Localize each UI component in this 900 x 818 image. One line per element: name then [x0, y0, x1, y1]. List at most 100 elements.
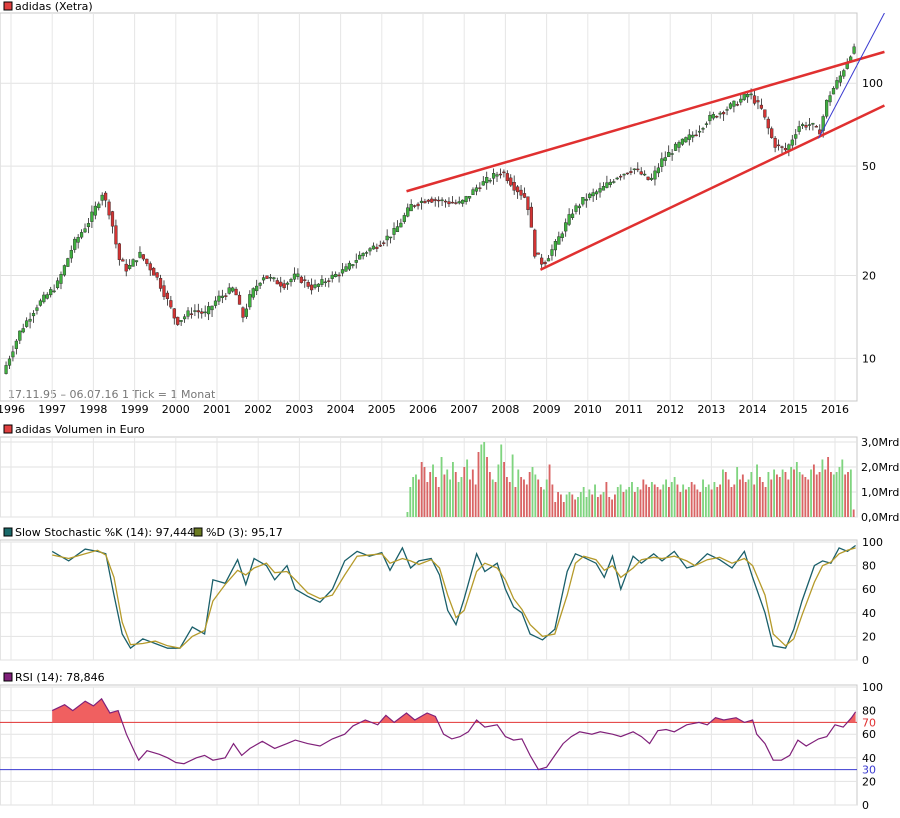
candle-body: [117, 243, 121, 260]
volume-bar: [778, 477, 781, 517]
volume-bar: [679, 492, 682, 517]
candle-body: [258, 282, 262, 286]
volume-panel: adidas Volumen in Euro 0,0Mrd 1,0Mrd 2,0Mr…: [0, 423, 899, 524]
candle-body: [629, 171, 633, 173]
volume-bar: [508, 482, 511, 517]
candle-body: [790, 139, 794, 146]
volume-bar: [739, 479, 741, 517]
candle-body: [485, 177, 489, 184]
candle-body: [402, 215, 406, 222]
price-y-tick: 20: [862, 270, 876, 283]
candle-body: [615, 177, 619, 180]
candle-body: [474, 187, 479, 192]
volume-bar: [417, 479, 420, 517]
candle-body: [440, 199, 444, 202]
candle-body: [320, 279, 324, 285]
volume-bar: [505, 477, 508, 517]
candle-body: [193, 310, 197, 312]
candle-body: [546, 258, 551, 262]
candle-body: [176, 316, 180, 325]
volume-bar: [832, 474, 835, 517]
candle-body: [680, 138, 685, 145]
candle-body: [828, 95, 832, 103]
candle-body: [766, 118, 770, 129]
rsi-title: RSI (14): 78,846: [15, 671, 105, 684]
volume-bar: [668, 487, 670, 517]
candle-body: [251, 288, 255, 298]
candle-body: [656, 167, 660, 174]
candle-body: [7, 358, 12, 366]
volume-bar: [574, 499, 577, 517]
volume-bar: [810, 469, 812, 517]
volume-bar: [608, 497, 611, 517]
candle-body: [811, 122, 815, 125]
volume-bar: [594, 484, 596, 517]
volume-bar: [807, 479, 810, 517]
volume-bar: [793, 469, 795, 517]
candle-body: [334, 273, 338, 278]
candle-body: [660, 158, 664, 167]
candle-body: [536, 252, 540, 255]
candle-body: [31, 313, 36, 317]
volume-bar: [758, 477, 761, 517]
volume-bar: [773, 469, 776, 517]
candle-body: [261, 277, 266, 281]
volume-bar: [602, 492, 605, 517]
candle-body: [347, 262, 351, 270]
candle-body: [124, 263, 128, 272]
candle-body: [310, 284, 314, 291]
rsi-y-tick: 40: [862, 752, 876, 765]
volume-bar: [426, 482, 429, 517]
price-legend-swatch: [3, 1, 13, 11]
candle-body: [522, 193, 527, 198]
candle-body: [426, 199, 430, 202]
volume-bar: [631, 482, 633, 517]
candle-body: [189, 313, 194, 315]
candle-body: [248, 294, 252, 308]
candle-body: [711, 114, 715, 119]
volume-bar: [648, 487, 650, 517]
volume-bar: [511, 454, 514, 517]
volume-y-tick: 0,0Mrd: [861, 511, 899, 524]
candle-body: [516, 186, 520, 193]
candle-body: [152, 267, 156, 276]
volume-bar: [761, 482, 764, 517]
candle-body: [4, 365, 8, 374]
volume-bar: [577, 497, 579, 517]
candle-body: [364, 252, 369, 254]
year-tick: 2000: [162, 403, 190, 416]
candle-body: [59, 274, 63, 284]
candle-body: [529, 206, 533, 228]
volume-bar: [565, 494, 568, 517]
candle-body: [375, 246, 379, 249]
volume-bar: [517, 469, 520, 517]
candle-body: [231, 287, 235, 292]
volume-bar: [477, 452, 480, 517]
candle-body: [213, 300, 218, 306]
volume-bar: [557, 492, 560, 517]
volume-title: adidas Volumen in Euro: [15, 423, 145, 436]
candle-body: [224, 295, 228, 297]
candle-body: [735, 104, 739, 106]
volume-bar: [645, 484, 648, 517]
candle-body: [73, 238, 77, 250]
volume-bar: [500, 444, 503, 517]
candle-body: [584, 198, 588, 201]
volume-bar: [801, 474, 804, 517]
candle-body: [495, 174, 499, 177]
volume-bar: [451, 462, 454, 517]
candle-body: [619, 175, 623, 178]
candle-body: [100, 194, 104, 201]
candle-body: [399, 222, 403, 228]
volume-bar: [719, 484, 722, 517]
candle-body: [200, 311, 204, 314]
candle-body: [670, 153, 674, 155]
candle-body: [234, 288, 238, 296]
volume-bar: [554, 502, 557, 517]
volume-bar: [562, 502, 565, 517]
volume-bar: [443, 474, 446, 517]
candle-body: [25, 320, 29, 327]
candle-body: [285, 282, 290, 285]
volume-bar: [750, 472, 753, 517]
